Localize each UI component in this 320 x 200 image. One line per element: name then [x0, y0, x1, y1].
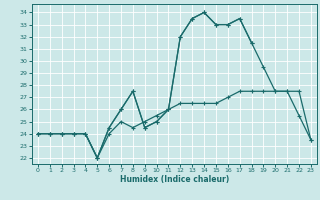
X-axis label: Humidex (Indice chaleur): Humidex (Indice chaleur) [120, 175, 229, 184]
